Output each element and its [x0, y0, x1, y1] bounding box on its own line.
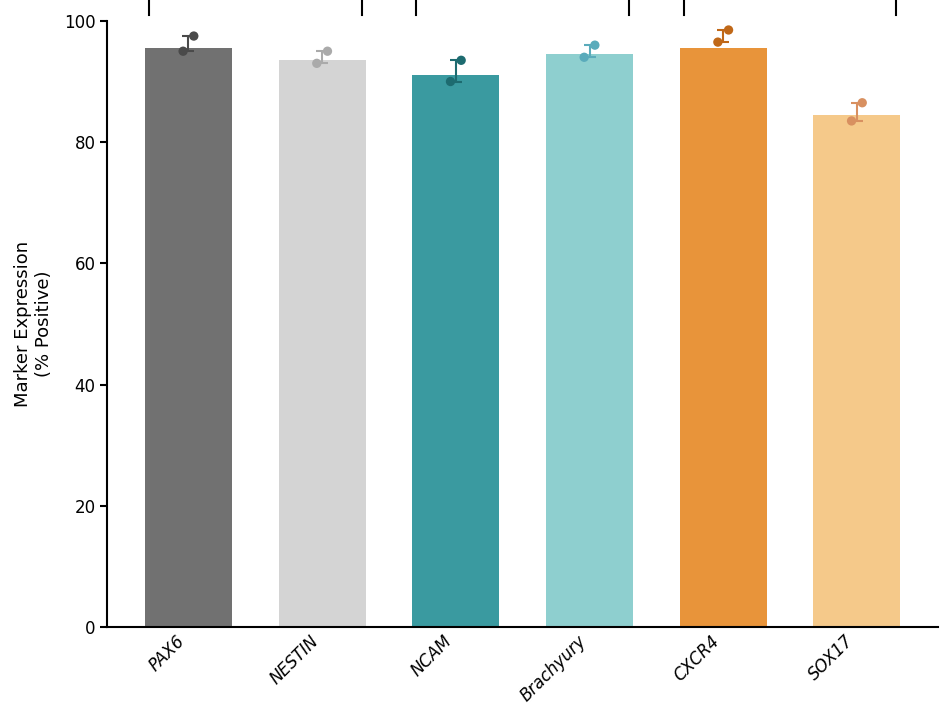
- Point: [710, 37, 725, 48]
- Y-axis label: Marker Expression
(% Positive): Marker Expression (% Positive): [14, 241, 52, 407]
- Point: [855, 97, 870, 109]
- Bar: [680, 48, 766, 627]
- Point: [187, 30, 202, 42]
- Bar: [412, 75, 499, 627]
- Point: [843, 115, 859, 127]
- Bar: [145, 48, 232, 627]
- Point: [320, 45, 335, 57]
- Point: [443, 75, 458, 87]
- Bar: [546, 54, 633, 627]
- Bar: [813, 115, 901, 627]
- Point: [577, 52, 592, 63]
- Bar: [279, 60, 366, 627]
- Point: [175, 45, 190, 57]
- Point: [309, 58, 325, 69]
- Point: [587, 40, 603, 51]
- Point: [453, 55, 468, 66]
- Point: [721, 24, 736, 36]
